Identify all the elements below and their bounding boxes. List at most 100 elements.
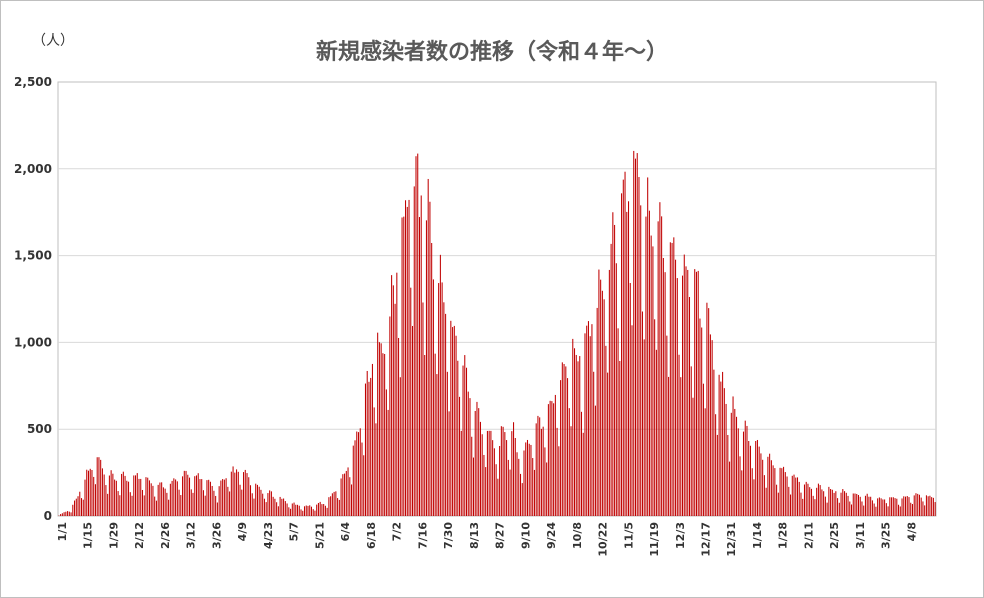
bar (741, 470, 743, 516)
bar (819, 485, 821, 516)
bar (826, 502, 828, 516)
bar (211, 485, 213, 516)
bar (910, 502, 912, 516)
y-tick-label: 2,000 (14, 162, 52, 176)
bar (312, 509, 314, 516)
bar (364, 383, 366, 516)
bar (504, 432, 506, 516)
bar (626, 211, 628, 516)
bar (802, 498, 804, 516)
bar (736, 416, 738, 516)
bar (340, 478, 342, 516)
bar (323, 504, 325, 516)
bar (554, 394, 556, 516)
bar (767, 456, 769, 516)
bar (647, 177, 649, 517)
bar (837, 498, 839, 516)
bar (377, 332, 379, 516)
bar (760, 453, 762, 516)
bar (389, 316, 391, 516)
x-tick-label: 7/2 (391, 522, 404, 541)
bar (601, 290, 603, 516)
bar (526, 439, 529, 516)
bar (467, 391, 469, 516)
bar (643, 339, 645, 516)
bar (608, 269, 610, 516)
bar (528, 443, 530, 516)
bar (474, 410, 476, 516)
bar (164, 488, 166, 516)
bar (270, 491, 272, 516)
bar (742, 431, 745, 516)
bar (903, 496, 905, 516)
bar (519, 473, 522, 516)
x-tick-label: 3/12 (185, 522, 198, 549)
bar (861, 501, 863, 516)
bar (816, 487, 818, 516)
bar (417, 153, 419, 516)
bar (237, 471, 239, 516)
bar (659, 202, 661, 517)
bar (619, 360, 621, 516)
bar (215, 495, 217, 516)
bar (168, 499, 170, 516)
bar (349, 477, 351, 516)
bar (866, 493, 868, 516)
x-tick-label: 7/16 (416, 522, 429, 549)
bar (924, 505, 926, 516)
bar (180, 495, 182, 516)
bar (852, 493, 854, 516)
bar (485, 467, 487, 516)
bar (831, 489, 833, 516)
bar (680, 377, 682, 516)
bar (117, 491, 119, 516)
bar (342, 474, 344, 516)
bar (476, 401, 478, 516)
bar (260, 489, 262, 516)
bar (288, 507, 290, 516)
bar (239, 484, 241, 516)
bar (79, 491, 81, 516)
bar (633, 150, 635, 517)
bar (870, 496, 872, 516)
bar (213, 490, 215, 516)
bar (490, 430, 492, 516)
bar (561, 362, 563, 516)
bar (431, 242, 433, 516)
bar (669, 242, 671, 516)
bar (122, 471, 124, 516)
bar (614, 224, 616, 516)
bar (380, 343, 382, 516)
bar (894, 498, 896, 516)
bar (173, 478, 175, 516)
bar (218, 486, 220, 516)
bar (699, 318, 701, 516)
bar (86, 469, 88, 516)
bar (859, 496, 861, 516)
bar (272, 496, 274, 516)
bar (406, 206, 408, 516)
bar (277, 506, 279, 516)
bar (249, 485, 252, 516)
x-tick-label: 12/17 (699, 522, 712, 557)
bar (587, 321, 589, 516)
bar (889, 497, 891, 516)
bar (509, 469, 511, 516)
bar (661, 216, 663, 516)
bar (763, 475, 765, 516)
bar (556, 427, 558, 516)
bar (154, 496, 156, 516)
bar (187, 474, 189, 516)
bar (61, 513, 63, 516)
bar (899, 506, 901, 516)
bar (486, 430, 488, 516)
bar (744, 420, 746, 516)
bar (636, 153, 638, 517)
bar (615, 263, 617, 516)
bar (321, 504, 323, 516)
bar (300, 509, 302, 516)
bar (791, 475, 793, 516)
bar (891, 497, 893, 516)
bar (892, 497, 894, 516)
bar (885, 503, 887, 516)
